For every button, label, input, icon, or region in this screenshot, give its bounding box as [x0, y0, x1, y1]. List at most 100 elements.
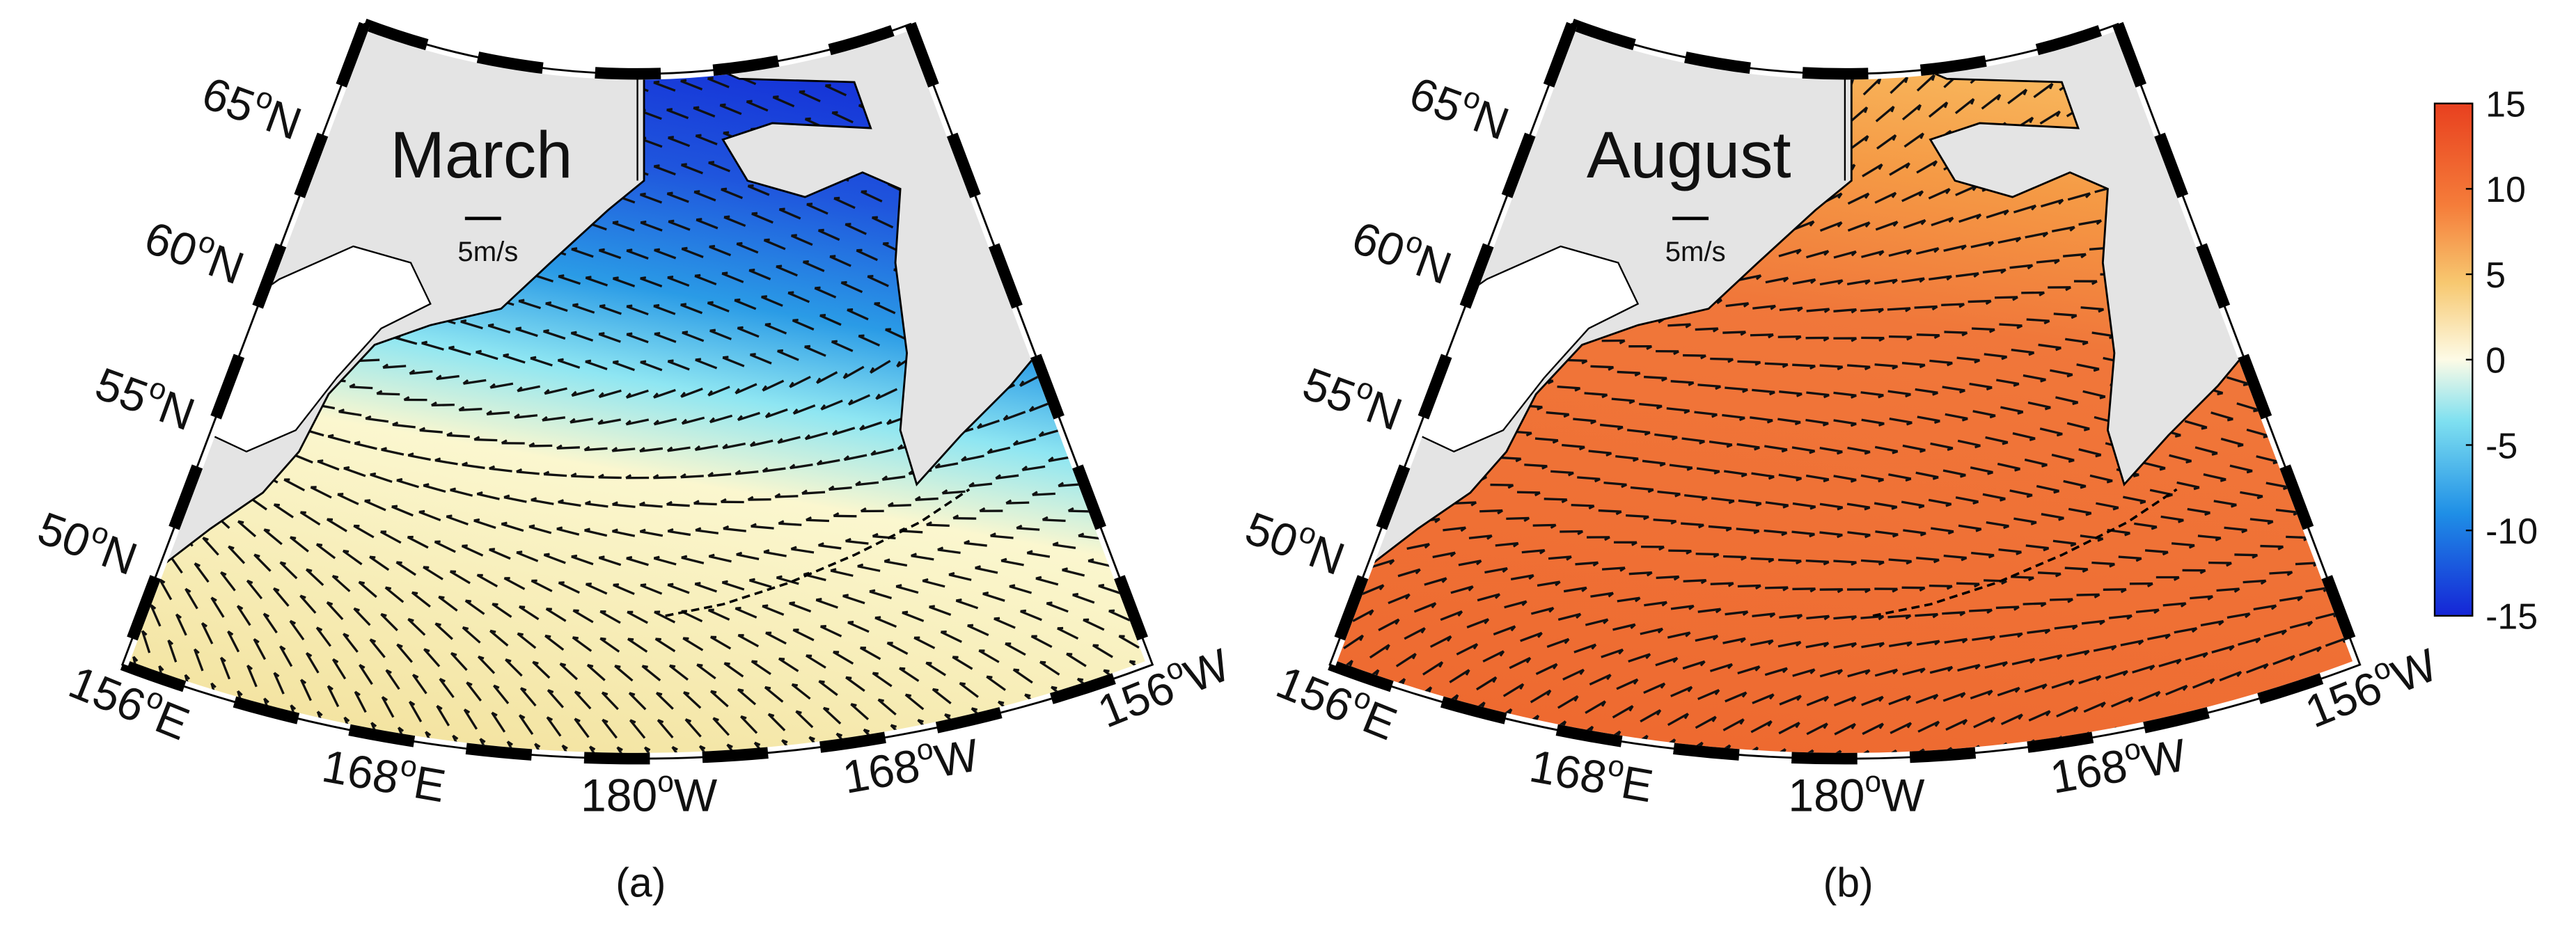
wind-vector-head: [1019, 380, 1025, 387]
wind-vector: [1440, 610, 1463, 621]
wind-vector-head: [754, 741, 761, 746]
wind-vector: [795, 710, 814, 729]
wind-vector: [571, 475, 595, 479]
wind-vector-head: [1767, 720, 1773, 727]
wind-vector-head: [747, 496, 754, 501]
wind-vector: [2169, 454, 2192, 463]
wind-vector-head: [544, 634, 551, 638]
wind-vector-head: [1359, 635, 1365, 642]
wind-vector: [886, 642, 909, 655]
wind-vector-head: [611, 528, 618, 532]
wind-vector: [831, 340, 854, 352]
wind-vector: [598, 333, 621, 343]
wind-vector: [2263, 629, 2287, 638]
wind-vector: [1875, 105, 1895, 122]
wind-vector-head: [1891, 505, 1898, 510]
wind-vector-head: [856, 248, 863, 252]
wind-vector: [815, 599, 838, 609]
wind-vector: [1861, 695, 1884, 706]
wind-vector: [888, 504, 911, 507]
wind-vector-head: [1032, 491, 1038, 496]
degree-number: 55: [89, 357, 155, 423]
wind-vector: [2053, 312, 2077, 317]
wind-vector: [751, 525, 774, 530]
wind-vector-head: [1547, 379, 1554, 385]
wind-vector: [532, 660, 551, 679]
wind-vector: [1779, 306, 1803, 312]
wind-vector: [1670, 686, 1693, 697]
hemisphere: W: [2385, 638, 2444, 702]
wind-vector-head: [792, 318, 799, 322]
wind-vector-head: [885, 328, 892, 331]
wind-vector-head: [464, 708, 471, 714]
wind-vector-head: [1470, 501, 1477, 507]
wind-vector-head: [1878, 696, 1884, 702]
wind-vector-head: [2042, 232, 2049, 238]
wind-vector-head: [680, 303, 687, 306]
wind-vector: [574, 690, 592, 710]
wind-vector-head: [2149, 665, 2155, 671]
wind-vector-head: [558, 499, 565, 504]
aleutian-islands: [1872, 488, 2178, 617]
wind-vector-head: [431, 401, 437, 406]
wind-vector-head: [2220, 478, 2226, 482]
wind-vector: [654, 333, 677, 343]
wind-vector: [1874, 278, 1898, 285]
wind-vector-head: [1782, 504, 1789, 509]
wind-vector: [1722, 331, 1746, 334]
degree-label: 180oW: [581, 765, 718, 821]
wind-vector-head: [831, 340, 838, 343]
wind-vector: [1640, 627, 1663, 635]
wind-vector-head: [1796, 248, 1802, 255]
wind-vector-head: [764, 686, 771, 690]
wind-vector: [1557, 385, 1580, 390]
wind-vector-head: [466, 681, 473, 686]
wind-vector-head: [668, 136, 675, 139]
wind-vector: [1778, 248, 1802, 258]
wind-vector: [353, 608, 371, 626]
wind-vector: [667, 276, 690, 287]
wind-vector-head: [380, 612, 387, 617]
wind-vector-head: [964, 539, 971, 544]
wind-vector-head: [516, 550, 523, 554]
wind-vector: [653, 476, 677, 480]
wind-vector-head: [1078, 532, 1085, 537]
wind-vector: [832, 427, 856, 436]
wind-vector-head: [1906, 421, 1913, 426]
wind-vector-head: [184, 587, 191, 593]
wind-vector-head: [815, 598, 822, 601]
wind-vector-head: [1688, 381, 1695, 386]
wind-vector-head: [2281, 629, 2287, 635]
wind-vector: [775, 495, 799, 498]
wind-vector: [193, 649, 204, 672]
wind-vector: [2240, 491, 2263, 498]
wind-vector: [1887, 614, 1911, 619]
wind-vector: [1362, 584, 1384, 596]
wind-vector: [778, 436, 801, 444]
wind-vector-head: [654, 331, 661, 335]
wind-vector: [932, 688, 952, 705]
wind-vector: [574, 718, 590, 738]
wind-vector-head: [612, 220, 619, 224]
wind-vector: [2226, 612, 2250, 619]
wind-vector: [463, 379, 487, 385]
wind-vector-head: [246, 664, 253, 670]
wind-vector: [1985, 436, 2009, 444]
wind-vector: [1819, 279, 1843, 286]
wind-vector-head: [1919, 132, 1924, 139]
wind-vector-head: [2209, 678, 2215, 685]
wind-vector: [828, 486, 852, 491]
wind-vector: [299, 594, 317, 614]
wind-vector: [1078, 534, 1101, 540]
wind-vector: [885, 328, 907, 340]
wind-vector: [695, 529, 719, 534]
wind-vector-head: [1973, 272, 1979, 278]
wind-vector-head: [737, 241, 743, 245]
wind-vector-head: [1906, 335, 1913, 341]
wind-vector: [2037, 571, 2061, 576]
wind-vector-head: [2159, 467, 2166, 471]
wind-vector-head: [2106, 480, 2113, 484]
wind-vector: [869, 590, 893, 600]
wind-vector: [682, 691, 702, 709]
wind-vector: [640, 360, 663, 372]
